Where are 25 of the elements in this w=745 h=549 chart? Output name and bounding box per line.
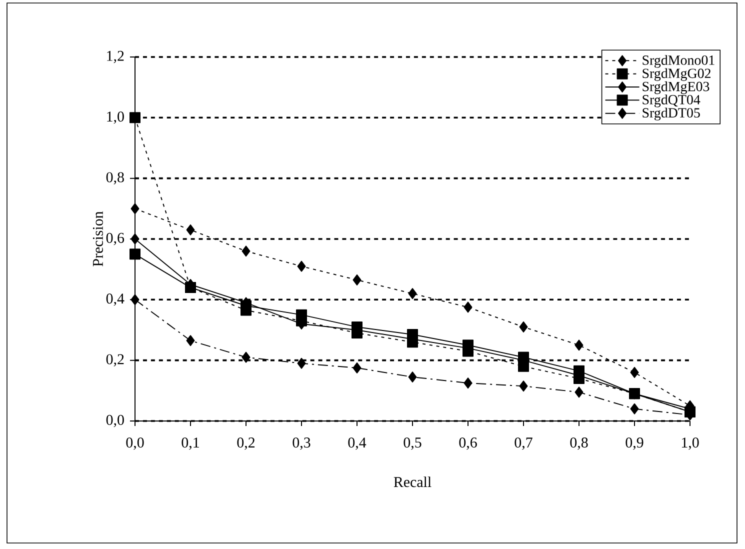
y-tick-label: 0,6 xyxy=(106,232,124,246)
y-tick-label: 0,0 xyxy=(106,414,124,428)
x-tick-label: 0,2 xyxy=(237,438,255,450)
legend-label: SrgdMgG02 xyxy=(642,68,710,81)
x-axis-title: Recall xyxy=(394,476,432,488)
y-tick-label: 1,2 xyxy=(107,50,124,64)
x-tick-label: 0,4 xyxy=(348,438,366,450)
x-tick-label: 0,0 xyxy=(126,438,144,450)
y-tick-label: 0,2 xyxy=(106,354,124,366)
y-tick-label: 0,8 xyxy=(106,172,124,184)
legend-label: SrgdMono01 xyxy=(642,55,714,68)
y-axis-title: Precision xyxy=(92,211,103,266)
x-tick-label: 0,9 xyxy=(626,438,644,450)
legend-label: SrgdDT05 xyxy=(642,108,700,120)
x-tick-label: 0,3 xyxy=(292,438,310,450)
x-tick-label: 0,8 xyxy=(570,438,588,450)
y-tick-label: 0,4 xyxy=(106,294,124,306)
legend-label: SrgdMgE03 xyxy=(642,81,710,94)
x-tick-label: 1,0 xyxy=(682,438,699,450)
x-tick-label: 0,7 xyxy=(514,438,532,450)
x-tick-label: 0,5 xyxy=(404,438,422,450)
legend-label: SrgdQT04 xyxy=(642,94,700,108)
x-tick-label: 0,6 xyxy=(459,438,477,450)
y-tick-label: 1,0 xyxy=(107,112,124,124)
x-tick-label: 0,1 xyxy=(182,438,199,450)
